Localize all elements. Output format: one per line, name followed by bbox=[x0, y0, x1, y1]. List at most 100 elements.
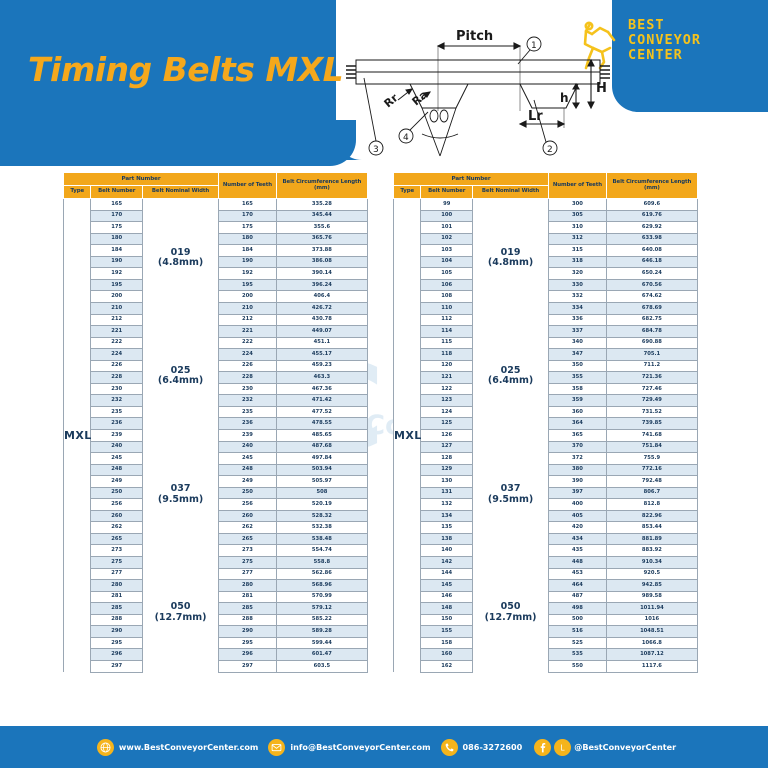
cell-number-of-teeth: 273 bbox=[218, 544, 277, 558]
cell-belt-number: 165 bbox=[90, 198, 144, 211]
cell-number-of-teeth: 240 bbox=[218, 440, 277, 454]
cell-belt-circumference-length: 674.62 bbox=[605, 290, 699, 303]
th-type: Type bbox=[62, 185, 92, 200]
table-row: 127 370 751.84 bbox=[394, 440, 699, 454]
cell-belt-number: 118 bbox=[420, 348, 474, 361]
cell-number-of-teeth: 280 bbox=[218, 579, 277, 592]
footer-email-label: info@BestConveyorCenter.com bbox=[290, 742, 431, 752]
cell-belt-circumference-length: 751.84 bbox=[605, 440, 699, 454]
cell-belt-number: 144 bbox=[420, 567, 474, 581]
th-belt-nominal-width: Belt Nominal Width bbox=[472, 185, 550, 200]
cell-belt-circumference-length: 741.68 bbox=[605, 429, 699, 442]
cell-belt-circumference-length: 373.88 bbox=[275, 244, 369, 257]
cell-number-of-teeth: 230 bbox=[218, 382, 277, 396]
cell-number-of-teeth: 250 bbox=[218, 486, 277, 500]
cell-belt-number: 275 bbox=[90, 556, 144, 569]
footer-social[interactable]: L @BestConveyorCenter bbox=[534, 738, 676, 756]
width-option-050: 050 (12.7mm) bbox=[154, 601, 207, 623]
cell-number-of-teeth: 300 bbox=[548, 198, 607, 211]
cell-belt-number: 128 bbox=[420, 452, 474, 465]
svg-text:L: L bbox=[561, 743, 566, 752]
table-row: 222 222 451.1 bbox=[64, 336, 369, 350]
cell-number-of-teeth: 239 bbox=[218, 429, 277, 442]
table-row: 175 175 355.6 bbox=[64, 221, 369, 234]
cell-number-of-teeth: 359 bbox=[548, 394, 607, 407]
cell-belt-circumference-length: 478.55 bbox=[275, 417, 369, 430]
envelope-icon bbox=[268, 738, 286, 756]
header-row-group: Part Number Number of Teeth Belt Circumf… bbox=[392, 171, 699, 200]
table-row: 129 380 772.16 bbox=[394, 463, 699, 477]
footer-website[interactable]: www.BestConveyorCenter.com bbox=[96, 738, 258, 756]
table-row: 105 320 650.24 bbox=[394, 267, 699, 280]
table-row: 221 221 449.07 bbox=[64, 325, 369, 338]
cell-belt-number: 127 bbox=[420, 440, 474, 454]
table-row: 228 228 463.3 bbox=[64, 371, 369, 384]
line-icon[interactable]: L bbox=[554, 738, 572, 756]
cell-belt-number: 102 bbox=[420, 232, 474, 246]
footer-email[interactable]: info@BestConveyorCenter.com bbox=[268, 738, 431, 756]
table-row: 142 448 910.34 bbox=[394, 556, 699, 569]
facebook-icon[interactable] bbox=[534, 738, 552, 756]
th-number-of-teeth: Number of Teeth bbox=[218, 171, 277, 200]
cell-belt-number: 249 bbox=[90, 475, 144, 488]
table-row: 281 281 570.99 bbox=[64, 590, 369, 604]
footer-phone-label: 086-3272600 bbox=[462, 742, 523, 752]
cell-belt-circumference-length: 554.74 bbox=[275, 544, 369, 558]
cell-belt-number: 262 bbox=[90, 521, 144, 534]
footer-phone[interactable]: 086-3272600 bbox=[440, 738, 523, 756]
cell-number-of-teeth: 516 bbox=[548, 625, 607, 638]
cell-belt-number: 296 bbox=[90, 648, 144, 661]
cell-number-of-teeth: 435 bbox=[548, 544, 607, 558]
cell-number-of-teeth: 184 bbox=[218, 244, 277, 257]
cell-belt-number: 190 bbox=[90, 255, 144, 269]
cell-belt-circumference-length: 335.28 bbox=[275, 198, 369, 211]
cell-belt-number: 228 bbox=[90, 371, 144, 384]
cell-belt-circumference-length: 772.16 bbox=[605, 463, 699, 477]
cell-number-of-teeth: 350 bbox=[548, 359, 607, 373]
table-row: 275 275 558.8 bbox=[64, 556, 369, 569]
phone-icon bbox=[440, 738, 458, 756]
table-row: 126 365 741.68 bbox=[394, 429, 699, 442]
cell-belt-circumference-length: 1048.51 bbox=[605, 625, 699, 638]
cell-belt-number: 103 bbox=[420, 244, 474, 257]
cell-belt-number: 221 bbox=[90, 325, 144, 338]
cell-belt-number: 180 bbox=[90, 232, 144, 246]
cell-belt-circumference-length: 485.65 bbox=[275, 429, 369, 442]
cell-number-of-teeth: 365 bbox=[548, 429, 607, 442]
cell-belt-circumference-length: 345.44 bbox=[275, 209, 369, 223]
cell-number-of-teeth: 290 bbox=[218, 625, 277, 638]
cell-number-of-teeth: 262 bbox=[218, 521, 277, 534]
table-row: 248 248 503.94 bbox=[64, 463, 369, 477]
cell-belt-circumference-length: 711.2 bbox=[605, 359, 699, 373]
cell-belt-circumference-length: 682.75 bbox=[605, 313, 699, 327]
cell-belt-circumference-length: 426.72 bbox=[275, 302, 369, 315]
diagram-label-h: h bbox=[560, 91, 569, 105]
cell-belt-number: 277 bbox=[90, 567, 144, 581]
table-row: 115 340 690.88 bbox=[394, 336, 699, 350]
page-header: Timing Belts MXL bbox=[0, 0, 768, 188]
cell-belt-circumference-length: 558.8 bbox=[275, 556, 369, 569]
belt-profile-diagram: Pitch H h bbox=[338, 16, 618, 158]
cell-number-of-teeth: 236 bbox=[218, 417, 277, 430]
page-title: Timing Belts MXL bbox=[28, 50, 344, 89]
table-row: 118 347 705.1 bbox=[394, 348, 699, 361]
th-belt-number: Belt Number bbox=[420, 185, 474, 200]
cell-number-of-teeth: 390 bbox=[548, 475, 607, 488]
cell-belt-circumference-length: 562.86 bbox=[275, 567, 369, 581]
cell-belt-circumference-length: 532.38 bbox=[275, 521, 369, 534]
cell-number-of-teeth: 277 bbox=[218, 567, 277, 581]
cell-belt-number: 222 bbox=[90, 336, 144, 350]
width-option-025: 025 (6.4mm) bbox=[487, 364, 534, 387]
cell-belt-circumference-length: 812.8 bbox=[605, 498, 699, 511]
cell-belt-circumference-length: 589.28 bbox=[275, 625, 369, 638]
cell-number-of-teeth: 397 bbox=[548, 486, 607, 500]
cell-number-of-teeth: 330 bbox=[548, 278, 607, 292]
cell-belt-circumference-length: 477.52 bbox=[275, 405, 369, 419]
cell-belt-number: 140 bbox=[420, 544, 474, 558]
cell-belt-circumference-length: 822.96 bbox=[605, 509, 699, 523]
conveyor-robot-icon bbox=[580, 18, 624, 75]
cell-belt-circumference-length: 721.36 bbox=[605, 371, 699, 384]
cell-belt-number: 184 bbox=[90, 244, 144, 257]
cell-belt-circumference-length: 455.17 bbox=[275, 348, 369, 361]
